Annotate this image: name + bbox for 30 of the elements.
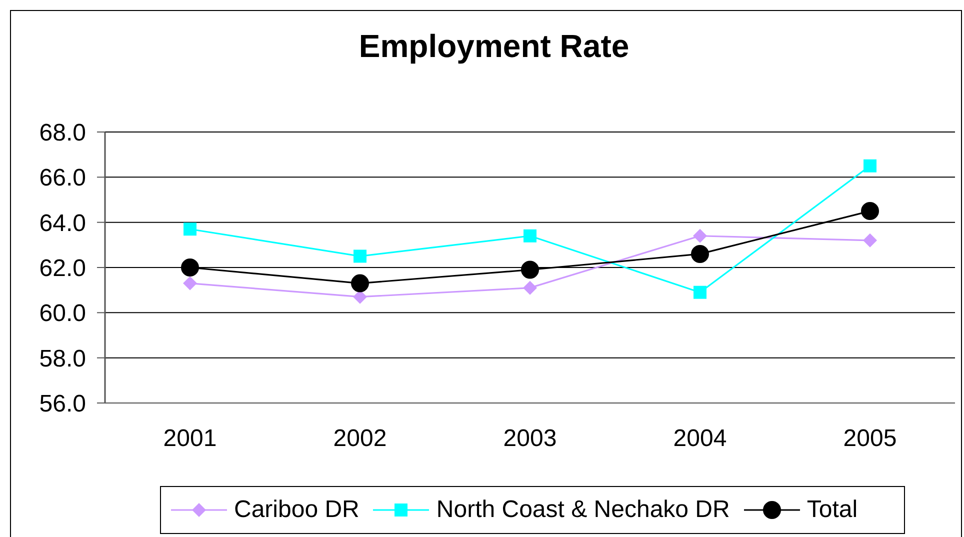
point (863, 233, 877, 248)
point (351, 274, 369, 292)
point (691, 244, 709, 263)
chart-title: Employment Rate (358, 28, 630, 65)
point (694, 286, 706, 299)
point (183, 276, 197, 290)
point (354, 250, 366, 263)
point (524, 229, 536, 242)
y-tick-label: 68.0 (39, 120, 86, 147)
y-tick-label: 62.0 (39, 255, 86, 282)
point (523, 280, 537, 295)
legend-label: Cariboo DR (234, 496, 360, 524)
x-tick-label: 2003 (503, 425, 557, 452)
y-tick-label: 66.0 (39, 164, 86, 192)
y-tick-label: 56.0 (39, 390, 86, 418)
x-tick-label: 2005 (843, 425, 897, 452)
y-tick-label: 60.0 (39, 300, 86, 328)
x-tick-label: 2001 (163, 425, 217, 452)
point (693, 228, 707, 243)
legend-label: North Coast & Nechako DR (436, 496, 730, 524)
y-tick-label: 58.0 (39, 345, 86, 372)
y-tick-label: 64.0 (39, 210, 86, 237)
point (864, 159, 876, 172)
point (521, 260, 539, 279)
point (861, 202, 879, 220)
x-tick-label: 2002 (333, 425, 387, 452)
point (181, 258, 199, 276)
x-tick-label: 2004 (673, 425, 727, 452)
point (184, 222, 196, 236)
legend-label: Total (806, 496, 858, 524)
